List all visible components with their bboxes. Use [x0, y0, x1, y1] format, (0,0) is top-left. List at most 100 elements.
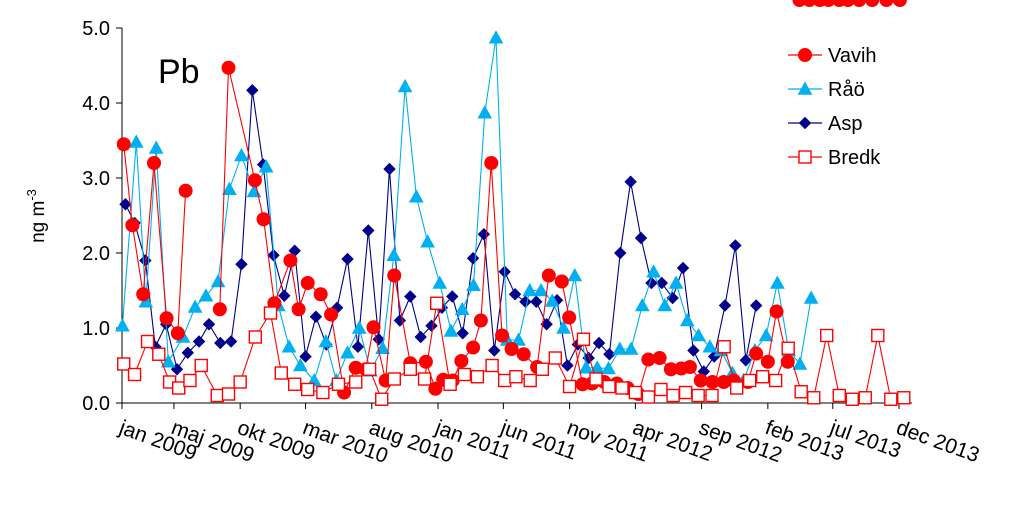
data-point-vavih [387, 268, 402, 283]
data-point-bredk [457, 367, 472, 382]
data-point-asp [414, 330, 427, 344]
data-point-vavih [170, 326, 185, 341]
data-point-bredk [523, 373, 537, 388]
data-point-vavih [212, 302, 227, 317]
data-point-asp [192, 335, 206, 348]
data-point-asp [309, 310, 323, 323]
data-point-bredk [884, 392, 898, 406]
data-point-asp [119, 198, 132, 211]
data-point-råö [488, 30, 504, 44]
data-point-vavih [682, 360, 697, 374]
series-asp [119, 84, 763, 378]
data-point-asp [592, 336, 606, 350]
data-point-bredk [127, 367, 142, 382]
data-point-asp [235, 258, 248, 271]
data-point-asp [488, 344, 501, 357]
data-point-råö [522, 282, 538, 297]
data-point-råö [691, 327, 706, 342]
data-point-bredk [705, 388, 719, 403]
data-point-bredk [576, 332, 591, 346]
data-point-bredk [691, 388, 705, 403]
y-tick-label: 4.0 [82, 93, 110, 115]
data-point-råö [634, 297, 650, 312]
data-point-bredk [485, 358, 499, 373]
data-point-vavih [428, 381, 443, 396]
data-point-bredk [117, 357, 131, 371]
data-point-asp [224, 335, 238, 348]
data-point-vavih [749, 346, 764, 361]
data-point-bredk [362, 362, 377, 376]
data-point-asp [634, 231, 648, 245]
x-tick-label: dec 2013 [893, 416, 982, 467]
data-point-asp [508, 288, 522, 301]
data-point-asp [278, 289, 291, 302]
data-point-bredk [331, 377, 346, 391]
data-point-bredk [349, 375, 363, 389]
data-point-vavih [562, 310, 577, 325]
data-point-vavih [769, 304, 784, 319]
data-point-asp [655, 276, 669, 290]
data-point-råö [340, 345, 355, 359]
legend-marker-asp [798, 116, 812, 130]
panel-label: Pb [158, 53, 200, 91]
data-point-bredk [666, 388, 680, 403]
data-point-vavih [484, 156, 499, 170]
data-point-råö [679, 312, 695, 327]
data-point-råö [210, 273, 226, 288]
data-point-asp [519, 295, 532, 308]
data-point-vavih [516, 347, 531, 362]
data-point-bredk [140, 334, 155, 349]
data-point-råö [128, 134, 144, 148]
data-point-asp [446, 290, 459, 303]
data-point-asp [729, 239, 742, 252]
legend-label-vavih: Vavih [828, 45, 877, 67]
data-point-bredk [263, 306, 278, 320]
data-point-bredk [417, 372, 432, 386]
series-line-vavih [219, 67, 789, 395]
data-point-råö [758, 327, 774, 342]
data-point-vavih [221, 60, 236, 75]
data-point-bredk [274, 366, 288, 380]
data-point-bredk [858, 391, 872, 405]
data-point-asp [181, 346, 195, 359]
data-point-vavih [504, 342, 519, 356]
data-point-vavih [473, 313, 488, 328]
data-point-bredk [845, 392, 859, 406]
legend-marker-råö [797, 81, 813, 95]
data-point-bredk [443, 377, 457, 391]
y-tick-label: 2.0 [82, 243, 110, 265]
data-point-bredk [794, 385, 808, 399]
data-point-asp [561, 359, 574, 372]
data-point-asp [246, 84, 259, 97]
data-point-vavih [760, 354, 775, 369]
data-point-bredk [548, 351, 563, 365]
data-point-råö [160, 354, 176, 368]
data-point-asp [676, 261, 690, 275]
data-point-bredk [210, 388, 224, 403]
data-point-bredk [729, 381, 744, 395]
data-point-asp [466, 252, 480, 265]
data-point-bredk [233, 375, 247, 389]
data-point-asp [687, 344, 700, 357]
data-point-bredk [820, 328, 834, 343]
data-point-vavih [178, 183, 193, 198]
y-tick-label: 3.0 [82, 168, 110, 190]
data-point-bredk [301, 382, 315, 397]
data-point-råö [420, 234, 435, 248]
data-point-vavih [159, 311, 174, 326]
data-point-asp [718, 299, 732, 312]
data-point-bredk [628, 385, 643, 400]
data-point-råö [432, 275, 448, 289]
data-point-vavih [840, 0, 855, 7]
data-point-asp [477, 228, 491, 241]
data-point-bredk [654, 382, 668, 397]
data-point-vavih [324, 307, 339, 322]
data-point-bredk [248, 330, 263, 344]
data-point-bredk [897, 391, 911, 405]
data-point-råö [578, 360, 594, 374]
legend-label-asp: Asp [828, 113, 862, 135]
data-point-bredk [807, 391, 821, 405]
data-point-råö [258, 159, 274, 173]
data-point-bredk [375, 392, 389, 406]
